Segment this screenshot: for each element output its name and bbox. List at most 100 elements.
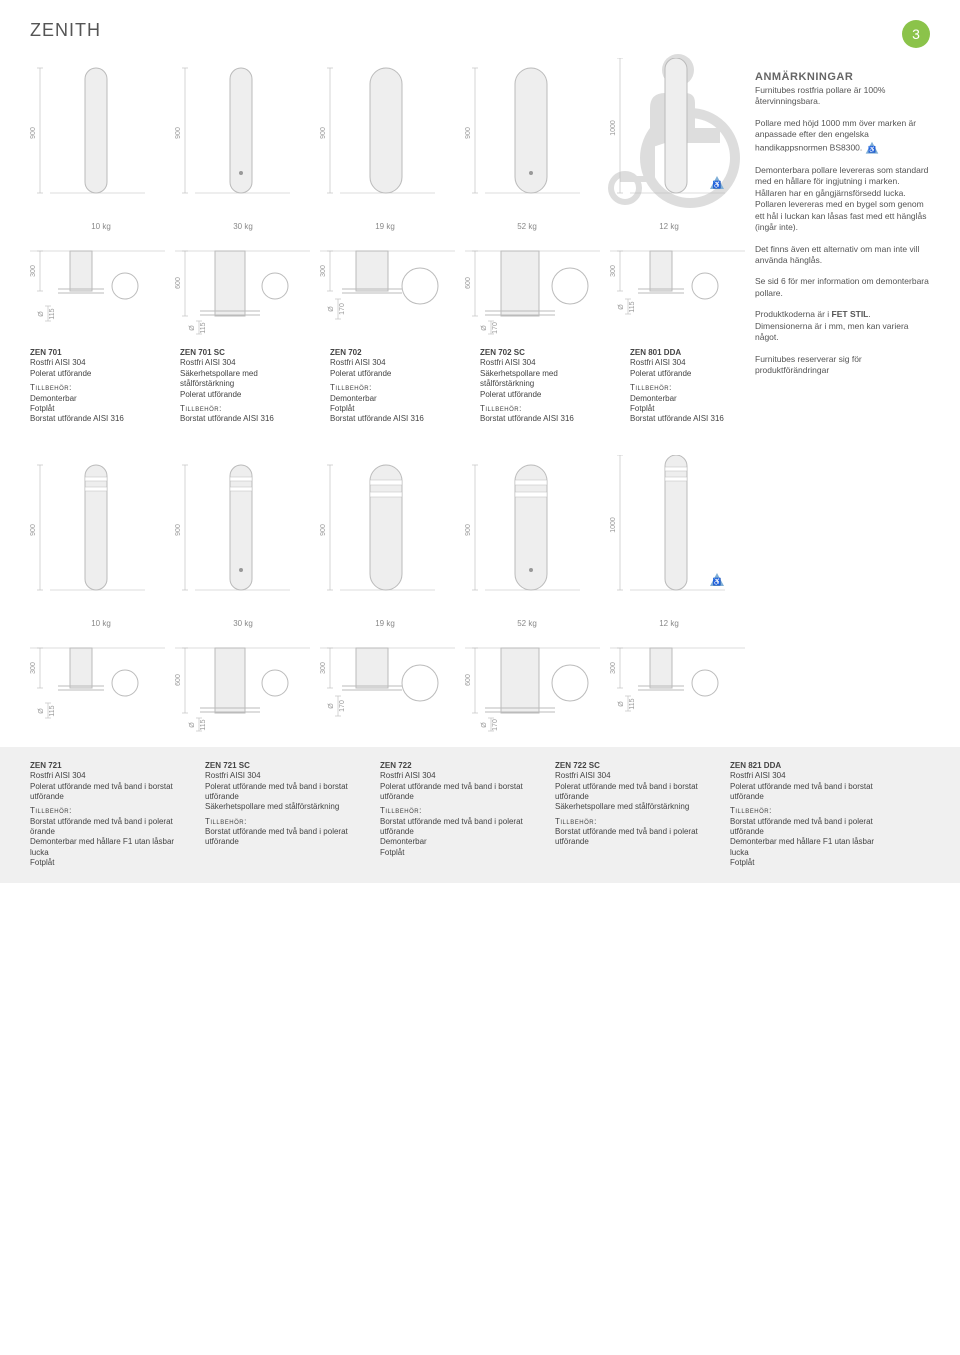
page-number-badge: 3 bbox=[902, 20, 930, 48]
svg-text:Ø: Ø bbox=[481, 325, 488, 331]
spec-tillbehor-label: Tillbehör: bbox=[730, 806, 885, 816]
bollard-zen721: 900 bbox=[30, 455, 165, 615]
spec-material: Rostfri AISI 304 bbox=[30, 771, 185, 781]
svg-text:900: 900 bbox=[30, 127, 37, 139]
spec-tillbehor-label: Tillbehör: bbox=[630, 383, 760, 393]
spec-accessories: Borstat utförande med två band i polerat… bbox=[555, 827, 710, 848]
svg-text:300: 300 bbox=[320, 265, 327, 277]
weight-label: 10 kg bbox=[30, 619, 172, 628]
svg-text:115: 115 bbox=[49, 705, 56, 716]
spec-material: Rostfri AISI 304 bbox=[30, 358, 160, 368]
spec-cell: ZEN 722 SCRostfri AISI 304Polerat utföra… bbox=[555, 761, 710, 869]
weight-label: 19 kg bbox=[314, 619, 456, 628]
svg-text:600: 600 bbox=[465, 674, 472, 686]
svg-text:900: 900 bbox=[320, 524, 327, 536]
spec-cell: ZEN 721 SCRostfri AISI 304Polerat utföra… bbox=[205, 761, 360, 869]
bollard-zen722sc: 900 bbox=[465, 455, 600, 615]
spec-accessories: Borstat utförande med två band i polerat… bbox=[30, 817, 185, 869]
svg-text:170: 170 bbox=[339, 700, 346, 712]
svg-text:300: 300 bbox=[610, 265, 617, 277]
spec-material: Rostfri AISI 304 bbox=[180, 358, 310, 368]
bollard-zen821dda: 1000 ♿ bbox=[610, 455, 745, 615]
spec-accessories: Borstat utförande med två band i polerat… bbox=[205, 827, 360, 848]
spec-material: Rostfri AISI 304 bbox=[555, 771, 710, 781]
spec-cell: ZEN 721Rostfri AISI 304Polerat utförande… bbox=[30, 761, 185, 869]
spec-code: ZEN 722 bbox=[380, 761, 535, 771]
notes-p6: Furnitubes reserverar sig för produktför… bbox=[755, 354, 930, 377]
bottom-spec-row: ZEN 721Rostfri AISI 304Polerat utförande… bbox=[0, 747, 960, 883]
bollard-zen722: 900 bbox=[320, 455, 455, 615]
weight-label: 19 kg bbox=[314, 222, 456, 231]
svg-text:1000: 1000 bbox=[610, 120, 617, 136]
bollard-zen701: 900 bbox=[30, 58, 165, 218]
spec-accessories: Borstat utförande med två band i polerat… bbox=[380, 817, 535, 859]
spec-code: ZEN 721 bbox=[30, 761, 185, 771]
spec-cell: ZEN 702Rostfri AISI 304Polerat utförande… bbox=[330, 348, 460, 425]
spec-tillbehor-label: Tillbehör: bbox=[480, 404, 610, 414]
spec-tillbehor-label: Tillbehör: bbox=[330, 383, 460, 393]
svg-text:115: 115 bbox=[200, 719, 207, 730]
spec-accessories: Borstat utförande AISI 316 bbox=[480, 414, 610, 424]
spec-code: ZEN 701 bbox=[30, 348, 160, 358]
notes-p5b: Produktkoderna är i FET STIL. Dimensione… bbox=[755, 309, 930, 343]
spec-code: ZEN 721 SC bbox=[205, 761, 360, 771]
svg-text:600: 600 bbox=[175, 277, 182, 289]
spec-accessories: Borstat utförande AISI 316 bbox=[180, 414, 310, 424]
svg-text:900: 900 bbox=[465, 524, 472, 536]
spec-finish: Polerat utförande med två band i borstat… bbox=[30, 782, 185, 803]
spec-finish: Säkerhetspollare med stålförstärkningPol… bbox=[180, 369, 310, 400]
spec-code: ZEN 801 DDA bbox=[630, 348, 760, 358]
spec-finish: Polerat utförande med två band i borstat… bbox=[555, 782, 710, 813]
weight-label: 30 kg bbox=[172, 222, 314, 231]
foundation-zen722: 300 Ø 170 bbox=[320, 638, 455, 733]
svg-text:♿: ♿ bbox=[713, 577, 722, 586]
weight-label: 52 kg bbox=[456, 222, 598, 231]
svg-text:115: 115 bbox=[49, 308, 56, 319]
foundation-zen722sc: 600 Ø170 bbox=[465, 638, 600, 733]
spec-code: ZEN 722 SC bbox=[555, 761, 710, 771]
weight-label: 12 kg bbox=[598, 619, 740, 628]
spec-cell: ZEN 701Rostfri AISI 304Polerat utförande… bbox=[30, 348, 160, 425]
spec-finish: Säkerhetspollare med stålförstärkningPol… bbox=[480, 369, 610, 400]
spec-tillbehor-label: Tillbehör: bbox=[380, 806, 535, 816]
spec-material: Rostfri AISI 304 bbox=[480, 358, 610, 368]
spec-accessories: DemonterbarFotplåtBorstat utförande AISI… bbox=[630, 394, 760, 425]
svg-text:300: 300 bbox=[610, 662, 617, 674]
spec-material: Rostfri AISI 304 bbox=[380, 771, 535, 781]
spec-code: ZEN 702 SC bbox=[480, 348, 610, 358]
foundation-zen721: 300 Ø 115 bbox=[30, 638, 165, 733]
svg-text:115: 115 bbox=[200, 322, 207, 333]
foundation-zen701: 300 Ø 115 bbox=[30, 241, 165, 336]
spec-cell: ZEN 701 SCRostfri AISI 304Säkerhetspolla… bbox=[180, 348, 310, 425]
svg-text:170: 170 bbox=[492, 322, 499, 334]
spec-accessories: Borstat utförande med två band i polerat… bbox=[730, 817, 885, 869]
bollard-zen801dda: 1000 ♿ bbox=[610, 58, 745, 218]
svg-text:115: 115 bbox=[629, 698, 636, 709]
spec-finish: Polerat utförande med två band i borstat… bbox=[205, 782, 360, 813]
spec-finish: Polerat utförande bbox=[30, 369, 160, 379]
page-title: ZENITH bbox=[30, 20, 101, 41]
svg-text:900: 900 bbox=[465, 127, 472, 139]
top-bollard-row: 900 900 900 900 bbox=[30, 58, 740, 218]
svg-text:300: 300 bbox=[30, 265, 37, 277]
foundation-zen801dda: 300 Ø 115 bbox=[610, 241, 745, 336]
svg-text:1000: 1000 bbox=[610, 517, 617, 533]
svg-text:♿: ♿ bbox=[713, 180, 722, 189]
foundation-zen702sc: 600 Ø170 bbox=[465, 241, 600, 336]
svg-text:900: 900 bbox=[175, 524, 182, 536]
svg-text:115: 115 bbox=[629, 301, 636, 312]
bollard-zen702sc: 900 bbox=[465, 58, 600, 218]
spec-cell: ZEN 702 SCRostfri AISI 304Säkerhetspolla… bbox=[480, 348, 610, 425]
bottom-weights-row: 10 kg 30 kg 19 kg 52 kg 12 kg bbox=[30, 619, 740, 628]
spec-material: Rostfri AISI 304 bbox=[630, 358, 760, 368]
bottom-bollard-row: 900 900 900 bbox=[30, 455, 740, 615]
spec-accessories: DemonterbarFotplåtBorstat utförande AISI… bbox=[330, 394, 460, 425]
spec-code: ZEN 701 SC bbox=[180, 348, 310, 358]
spec-tillbehor-label: Tillbehör: bbox=[30, 383, 160, 393]
svg-text:Ø: Ø bbox=[189, 325, 196, 331]
svg-text:900: 900 bbox=[320, 127, 327, 139]
spec-material: Rostfri AISI 304 bbox=[730, 771, 885, 781]
svg-text:Ø: Ø bbox=[38, 707, 45, 713]
spec-material: Rostfri AISI 304 bbox=[205, 771, 360, 781]
spec-cell: ZEN 722Rostfri AISI 304Polerat utförande… bbox=[380, 761, 535, 869]
